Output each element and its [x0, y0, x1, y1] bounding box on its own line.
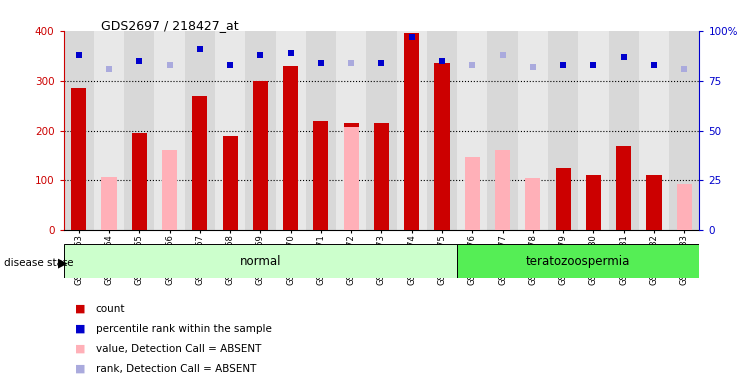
Text: ■: ■ [75, 304, 85, 314]
Bar [435, 63, 450, 230]
Bar [548, 31, 578, 230]
Bar [396, 31, 427, 230]
Bar [609, 31, 639, 230]
Bar [495, 149, 510, 230]
Bar [367, 31, 396, 230]
Bar [313, 121, 328, 230]
Bar [132, 133, 147, 230]
Bar [556, 168, 571, 230]
Bar [646, 175, 661, 230]
Bar [374, 123, 389, 230]
Bar [488, 31, 518, 230]
Bar [192, 96, 207, 230]
Bar [71, 88, 86, 230]
Bar [253, 81, 268, 230]
Bar [215, 31, 245, 230]
Text: ■: ■ [75, 344, 85, 354]
Bar [222, 136, 238, 230]
Text: rank, Detection Call = ABSENT: rank, Detection Call = ABSENT [96, 364, 256, 374]
Bar [616, 146, 631, 230]
Bar [465, 157, 480, 230]
Text: percentile rank within the sample: percentile rank within the sample [96, 324, 272, 334]
Bar [102, 177, 117, 230]
Bar [64, 31, 94, 230]
Bar [457, 244, 699, 278]
Text: ■: ■ [75, 364, 85, 374]
Bar [306, 31, 336, 230]
Text: value, Detection Call = ABSENT: value, Detection Call = ABSENT [96, 344, 261, 354]
Bar [669, 31, 699, 230]
Bar [404, 33, 420, 230]
Text: ▶: ▶ [58, 257, 68, 270]
Bar [427, 31, 457, 230]
Bar [336, 31, 367, 230]
Bar [518, 31, 548, 230]
Bar [64, 244, 457, 278]
Bar [586, 175, 601, 230]
Bar [275, 31, 306, 230]
Bar [283, 66, 298, 230]
Text: count: count [96, 304, 125, 314]
Bar [525, 178, 540, 230]
Bar [343, 127, 359, 230]
Text: normal: normal [239, 255, 281, 268]
Bar [154, 31, 185, 230]
Bar [457, 31, 488, 230]
Text: teratozoospermia: teratozoospermia [526, 255, 631, 268]
Bar [245, 31, 275, 230]
Bar [94, 31, 124, 230]
Text: ■: ■ [75, 324, 85, 334]
Bar [185, 31, 215, 230]
Bar [578, 31, 609, 230]
Bar [162, 149, 177, 230]
Text: disease state: disease state [4, 258, 73, 268]
Bar [343, 123, 359, 230]
Bar [677, 184, 692, 230]
Bar [639, 31, 669, 230]
Bar [124, 31, 154, 230]
Text: GDS2697 / 218427_at: GDS2697 / 218427_at [101, 19, 239, 32]
